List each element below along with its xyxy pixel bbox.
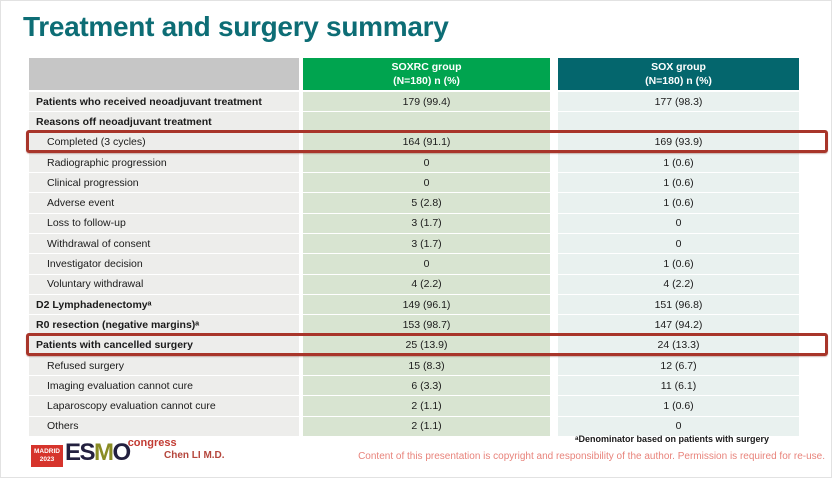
esmo-wordmark: ESMO — [65, 439, 132, 466]
soxrc-value — [303, 112, 550, 132]
esmo-congress-logo: MADRID 2023 ESMO congress — [31, 437, 177, 467]
denominator-footnote: ᵃDenominator based on patients with surg… — [575, 434, 769, 444]
soxrc-value: 0 — [303, 173, 550, 193]
soxrc-header-line2: (N=180) n (%) — [393, 75, 460, 87]
table-row: Others 2 (1.1) 0 — [29, 416, 799, 438]
row-label: Clinical progression — [29, 173, 299, 193]
esmo-o: O — [112, 439, 132, 466]
soxrc-value: 153 (98.7) — [303, 315, 550, 335]
sox-value: 24 (13.3) — [558, 335, 799, 355]
treatment-surgery-table: SOXRC group (N=180) n (%) SOX group (N=1… — [26, 58, 828, 438]
sox-header-line1: SOX group — [651, 60, 706, 73]
table-row: Refused surgery 15 (8.3) 12 (6.7) — [29, 355, 799, 377]
table-row: Laparoscopy evaluation cannot cure 2 (1.… — [29, 396, 799, 417]
soxrc-value: 5 (2.8) — [303, 193, 550, 213]
table-row: Withdrawal of consent 3 (1.7) 0 — [29, 234, 799, 255]
sox-value: 177 (98.3) — [558, 92, 799, 112]
table-row: Patients who received neoadjuvant treatm… — [29, 92, 799, 113]
row-label: Imaging evaluation cannot cure — [29, 376, 299, 396]
row-label: Patients who received neoadjuvant treatm… — [29, 92, 299, 112]
soxrc-value: 2 (1.1) — [303, 416, 550, 437]
table-row: Radiographic progression 0 1 (0.6) — [29, 152, 799, 174]
row-label: Adverse event — [29, 193, 299, 213]
row-label: Laparoscopy evaluation cannot cure — [29, 396, 299, 416]
row-label: Patients with cancelled surgery — [29, 335, 299, 355]
sox-value: 0 — [558, 213, 799, 234]
esmo-es: ES — [65, 439, 96, 466]
sox-value: 12 (6.7) — [558, 355, 799, 376]
row-label: Withdrawal of consent — [29, 234, 299, 254]
copyright-notice: Content of this presentation is copyrigh… — [358, 451, 825, 462]
soxrc-value: 15 (8.3) — [303, 355, 550, 376]
sox-column-header: SOX group (N=180) n (%) — [558, 58, 799, 90]
soxrc-value: 179 (99.4) — [303, 92, 550, 112]
table-row: Investigator decision 0 1 (0.6) — [29, 254, 799, 275]
sox-value: 1 (0.6) — [558, 173, 799, 193]
row-label: Investigator decision — [29, 254, 299, 274]
row-label: Reasons off neoadjuvant treatment — [29, 112, 299, 132]
soxrc-value: 25 (13.9) — [303, 335, 550, 355]
sox-value: 11 (6.1) — [558, 376, 799, 396]
soxrc-value: 0 — [303, 254, 550, 274]
congress-label: congress — [127, 437, 177, 449]
madrid-2023-badge: MADRID 2023 — [31, 445, 63, 467]
table-row: Reasons off neoadjuvant treatment — [29, 112, 799, 133]
soxrc-value: 0 — [303, 152, 550, 173]
sox-value: 1 (0.6) — [558, 193, 799, 213]
soxrc-value: 149 (96.1) — [303, 294, 550, 315]
soxrc-value: 3 (1.7) — [303, 234, 550, 254]
sox-value: 0 — [558, 234, 799, 254]
soxrc-value: 4 (2.2) — [303, 274, 550, 294]
soxrc-column-header: SOXRC group (N=180) n (%) — [303, 58, 550, 90]
table-row: Patients with cancelled surgery 25 (13.9… — [26, 333, 828, 357]
table-row: Adverse event 5 (2.8) 1 (0.6) — [29, 193, 799, 214]
soxrc-value: 2 (1.1) — [303, 396, 550, 416]
row-label: R0 resection (negative margins)ᵃ — [29, 315, 299, 335]
sox-value: 169 (93.9) — [558, 132, 799, 152]
row-label: Others — [29, 416, 299, 437]
logo-city: MADRID — [34, 448, 60, 455]
sox-value: 147 (94.2) — [558, 315, 799, 335]
sox-value: 1 (0.6) — [558, 396, 799, 416]
sox-value — [558, 112, 799, 132]
table-row: Loss to follow-up 3 (1.7) 0 — [29, 213, 799, 235]
row-label: D2 Lymphadenectomyᵃ — [29, 294, 299, 315]
row-label: Loss to follow-up — [29, 213, 299, 234]
soxrc-header-line1: SOXRC group — [391, 60, 462, 73]
row-label: Refused surgery — [29, 355, 299, 376]
presenter-name: Chen LI M.D. — [164, 450, 225, 461]
sox-header-line2: (N=180) n (%) — [645, 75, 712, 87]
row-label: Voluntary withdrawal — [29, 274, 299, 294]
row-label: Radiographic progression — [29, 152, 299, 173]
table-row: D2 Lymphadenectomyᵃ 149 (96.1) 151 (96.8… — [29, 294, 799, 316]
table-row: Completed (3 cycles) 164 (91.1) 169 (93.… — [26, 130, 828, 154]
sox-value: 151 (96.8) — [558, 294, 799, 315]
table-row: Clinical progression 0 1 (0.6) — [29, 173, 799, 194]
soxrc-value: 164 (91.1) — [303, 132, 550, 152]
sox-value: 4 (2.2) — [558, 274, 799, 294]
table-header-row: SOXRC group (N=180) n (%) SOX group (N=1… — [29, 58, 799, 90]
table-body: Patients who received neoadjuvant treatm… — [26, 92, 828, 438]
sox-value: 0 — [558, 416, 799, 437]
soxrc-value: 3 (1.7) — [303, 213, 550, 234]
table-row: Voluntary withdrawal 4 (2.2) 4 (2.2) — [29, 274, 799, 295]
table-row: Imaging evaluation cannot cure 6 (3.3) 1… — [29, 376, 799, 397]
sox-value: 1 (0.6) — [558, 152, 799, 173]
row-label: Completed (3 cycles) — [29, 132, 299, 152]
sox-value: 1 (0.6) — [558, 254, 799, 274]
esmo-m: M — [94, 439, 114, 466]
logo-year: 2023 — [39, 455, 55, 463]
soxrc-value: 6 (3.3) — [303, 376, 550, 396]
slide-title: Treatment and surgery summary — [23, 11, 449, 42]
corner-cell — [29, 58, 299, 90]
table-row: R0 resection (negative margins)ᵃ 153 (98… — [29, 315, 799, 336]
